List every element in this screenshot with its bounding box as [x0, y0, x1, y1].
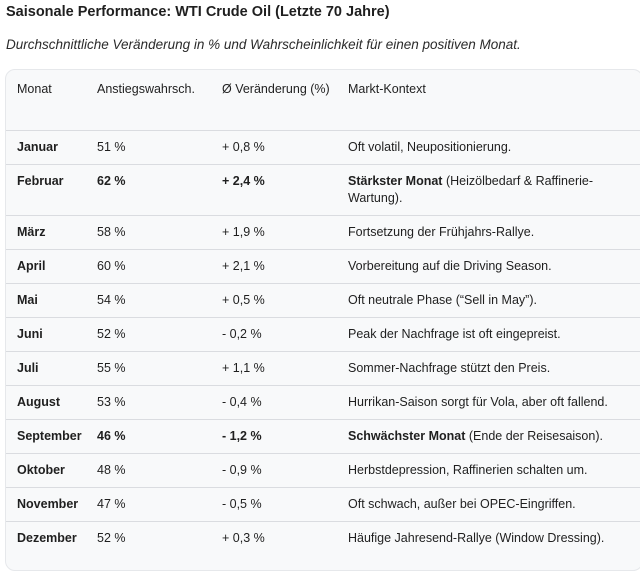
- cell-probability: 55 %: [97, 351, 222, 386]
- context-text: Oft schwach, außer bei OPEC-Eingriffen.: [348, 497, 576, 511]
- cell-probability: 51 %: [97, 130, 222, 165]
- table-row: Dezember 52 % + 0,3 % Häufige Jahresend-Ral…: [6, 522, 640, 556]
- context-text: Peak der Nachfrage ist oft eingepreist.: [348, 327, 561, 341]
- cell-probability: 60 %: [97, 249, 222, 284]
- cell-probability: 48 %: [97, 453, 222, 488]
- cell-change: - 0,4 %: [222, 385, 348, 420]
- cell-month: Oktober: [6, 453, 97, 488]
- context-highlight: Schwächster Monat: [348, 429, 466, 443]
- context-text: (Heizölbedarf & Raffinerie-Wartung).: [348, 174, 594, 205]
- cell-month: Juni: [6, 317, 97, 352]
- context-text: Oft neutrale Phase (“Sell in May”).: [348, 293, 537, 307]
- context-highlight: Stärkster Monat: [348, 174, 443, 188]
- context-text: Oft volatil, Neupositionierung.: [348, 140, 512, 154]
- cell-month: Februar: [6, 164, 97, 216]
- column-header-context: Markt-Kontext: [348, 70, 640, 131]
- table-row: Juni 52 % - 0,2 % Peak der Nachfrage ist of…: [6, 317, 640, 352]
- cell-probability: 53 %: [97, 385, 222, 420]
- cell-probability: 58 %: [97, 215, 222, 250]
- cell-month: Juli: [6, 351, 97, 386]
- cell-change: + 0,8 %: [222, 130, 348, 165]
- context-text: Fortsetzung der Frühjahrs-Rallye.: [348, 225, 535, 239]
- cell-change: - 1,2 %: [222, 419, 348, 454]
- context-text: Herbstdepression, Raffinerien schalten u…: [348, 463, 588, 477]
- cell-probability: 47 %: [97, 487, 222, 522]
- cell-month: August: [6, 385, 97, 420]
- cell-change: - 0,2 %: [222, 317, 348, 352]
- context-text: (Ende der Reisesaison).: [465, 429, 603, 443]
- cell-change: + 1,9 %: [222, 215, 348, 250]
- table-row: Februar 62 % + 2,4 % Stärkster Monat (Heizö…: [6, 164, 640, 216]
- cell-context: Herbstdepression, Raffinerien schalten u…: [348, 453, 640, 488]
- cell-probability: 54 %: [97, 283, 222, 318]
- cell-month: Dezember: [17, 531, 77, 545]
- page-subtitle: Durchschnittliche Veränderung in % und W…: [6, 37, 521, 52]
- context-text: Sommer-Nachfrage stützt den Preis.: [348, 361, 551, 375]
- cell-month: April: [6, 249, 97, 284]
- table-row: Mai 54 % + 0,5 % Oft neutrale Phase (“Sell …: [6, 283, 640, 318]
- table-row: September 46 % - 1,2 % Schwächster Monat (E…: [6, 419, 640, 454]
- page-title: Saisonale Performance: WTI Crude Oil (Le…: [6, 4, 390, 20]
- cell-change: + 0,5 %: [222, 283, 348, 318]
- cell-change: - 0,9 %: [222, 453, 348, 488]
- table-row: August 53 % - 0,4 % Hurrikan-Saison sorgt f…: [6, 385, 640, 420]
- column-header-month: Monat: [6, 70, 97, 131]
- table-row: März 58 % + 1,9 % Fortsetzung der Frühjahrs…: [6, 215, 640, 250]
- cell-month: September: [6, 419, 97, 454]
- cell-change: + 0,3 %: [222, 531, 265, 545]
- table-row: Oktober 48 % - 0,9 % Herbstdepression, Raff…: [6, 453, 640, 488]
- cell-probability: 46 %: [97, 419, 222, 454]
- cell-probability: 62 %: [97, 164, 222, 216]
- cell-context: Hurrikan-Saison sorgt für Vola, aber oft…: [348, 385, 640, 420]
- context-text: Vorbereitung auf die Driving Season.: [348, 259, 552, 273]
- cell-change: + 1,1 %: [222, 351, 348, 386]
- cell-change: - 0,5 %: [222, 487, 348, 522]
- cell-context: Schwächster Monat (Ende der Reisesaison)…: [348, 419, 640, 454]
- seasonality-table: Monat Anstiegswahrsch. Ø Veränderung (%)…: [6, 70, 640, 555]
- cell-context: Fortsetzung der Frühjahrs-Rallye.: [348, 215, 640, 250]
- cell-context: Peak der Nachfrage ist oft eingepreist.: [348, 317, 640, 352]
- table-row: April 60 % + 2,1 % Vorbereitung auf die Dri…: [6, 249, 640, 284]
- column-header-probability: Anstiegswahrsch.: [97, 70, 222, 131]
- cell-change: + 2,4 %: [222, 164, 348, 216]
- column-header-change: Ø Veränderung (%): [222, 70, 348, 131]
- cell-month: Januar: [6, 130, 97, 165]
- cell-context: Oft neutrale Phase (“Sell in May”).: [348, 283, 640, 318]
- cell-context: Oft volatil, Neupositionierung.: [348, 130, 640, 165]
- context-text: Häufige Jahresend-Rallye (Window Dressin…: [348, 531, 605, 545]
- table-row: November 47 % - 0,5 % Oft schwach, außer be…: [6, 487, 640, 522]
- cell-month: März: [6, 215, 97, 250]
- cell-context: Häufige Jahresend-Rallye (Window Dressin…: [348, 522, 640, 556]
- context-text: Hurrikan-Saison sorgt für Vola, aber oft…: [348, 395, 608, 409]
- table-body: Januar 51 % + 0,8 % Oft volatil, Neupositio…: [6, 130, 640, 556]
- seasonality-table-container: Monat Anstiegswahrsch. Ø Veränderung (%)…: [5, 69, 640, 571]
- cell-month: Mai: [6, 283, 97, 318]
- table-row: Juli 55 % + 1,1 % Sommer-Nachfrage stützt d…: [6, 351, 640, 386]
- cell-context: Sommer-Nachfrage stützt den Preis.: [348, 351, 640, 386]
- page: Saisonale Performance: WTI Crude Oil (Le…: [5, 4, 640, 571]
- cell-context: Oft schwach, außer bei OPEC-Eingriffen.: [348, 487, 640, 522]
- cell-change: + 2,1 %: [222, 249, 348, 284]
- cell-probability: 52 %: [97, 531, 126, 545]
- cell-context: Stärkster Monat (Heizölbedarf & Raffiner…: [348, 164, 640, 216]
- table-row: Januar 51 % + 0,8 % Oft volatil, Neupositio…: [6, 130, 640, 165]
- cell-probability: 52 %: [97, 317, 222, 352]
- cell-context: Vorbereitung auf die Driving Season.: [348, 249, 640, 284]
- table-header-row: Monat Anstiegswahrsch. Ø Veränderung (%)…: [6, 70, 640, 131]
- cell-month: November: [6, 487, 97, 522]
